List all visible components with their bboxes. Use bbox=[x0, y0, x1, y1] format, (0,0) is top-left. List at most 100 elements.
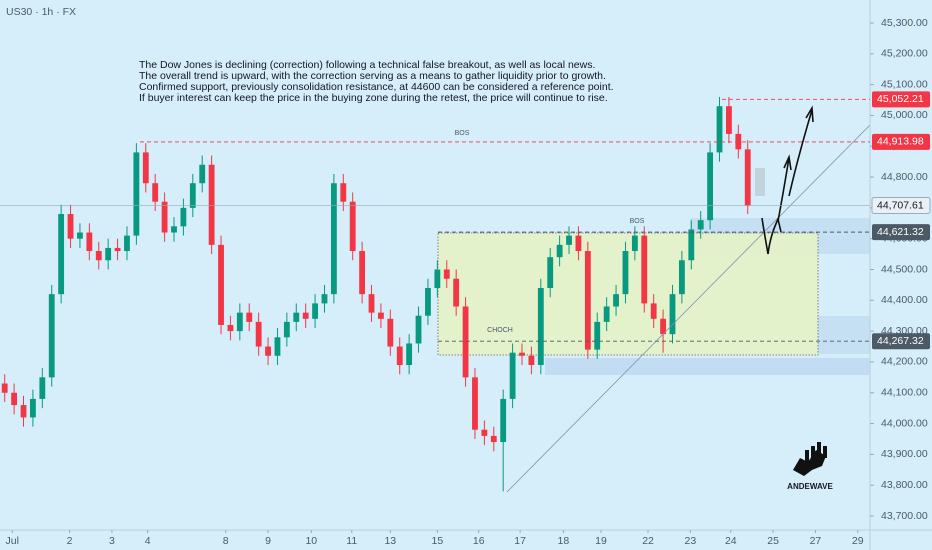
candle-body bbox=[519, 352, 525, 356]
y-tick-label: 44,000.00 bbox=[881, 417, 928, 429]
candle-body bbox=[302, 312, 309, 319]
candle-body bbox=[265, 346, 271, 356]
candle-body bbox=[537, 287, 544, 366]
candle-body bbox=[321, 294, 328, 304]
x-tick-label: 18 bbox=[558, 535, 570, 547]
choch-label: CHOCH bbox=[487, 327, 513, 334]
candle-body bbox=[142, 152, 149, 184]
candle-body bbox=[349, 201, 356, 252]
y-tick-label: 43,800.00 bbox=[881, 479, 928, 491]
annotation-line: The overall trend is upward, with the co… bbox=[139, 70, 606, 82]
trend-line bbox=[506, 124, 871, 493]
candle-body bbox=[396, 346, 403, 366]
candle-body bbox=[77, 232, 83, 239]
candle-body bbox=[716, 106, 723, 153]
last-price-tag bbox=[871, 197, 931, 215]
x-tick-label: 23 bbox=[685, 535, 697, 547]
candle-body bbox=[481, 429, 488, 436]
x-tick-label: 17 bbox=[514, 535, 526, 547]
x-tick-label: 11 bbox=[346, 535, 357, 547]
x-tick-label: 2 bbox=[67, 535, 73, 547]
candle-body bbox=[453, 278, 460, 307]
candle-body bbox=[443, 269, 450, 279]
candle-body bbox=[67, 214, 74, 239]
level-label: 44,267.32 bbox=[877, 335, 924, 347]
candle-body bbox=[274, 337, 281, 356]
liquidity-zone bbox=[545, 358, 870, 375]
x-tick-label: 29 bbox=[852, 535, 864, 547]
candle-body bbox=[566, 235, 572, 245]
candle-body bbox=[39, 377, 46, 399]
candle-body bbox=[603, 306, 610, 322]
candle-body bbox=[236, 312, 243, 332]
y-tick-label: 43,900.00 bbox=[881, 448, 928, 460]
y-tick-label: 44,800.00 bbox=[881, 171, 928, 183]
level-tag bbox=[872, 91, 930, 108]
level-label: 45,052.21 bbox=[877, 93, 924, 105]
liquidity-zone bbox=[755, 168, 765, 196]
y-tick-label: 45,100.00 bbox=[881, 78, 928, 90]
y-tick-label: 45,300.00 bbox=[881, 17, 928, 29]
candle-body bbox=[312, 303, 318, 319]
candle-body bbox=[133, 152, 140, 236]
candle-body bbox=[697, 220, 704, 230]
x-tick-label: 15 bbox=[432, 535, 444, 547]
candle-body bbox=[415, 315, 422, 344]
candle-body bbox=[641, 235, 648, 304]
candle-body bbox=[161, 201, 168, 233]
candle-body bbox=[227, 324, 234, 332]
level-label: 44,621.32 bbox=[877, 226, 924, 238]
y-tick-label: 44,500.00 bbox=[881, 263, 928, 275]
candle-body bbox=[58, 214, 65, 295]
level-label: 44,913.98 bbox=[877, 136, 924, 148]
candle-body bbox=[678, 260, 685, 295]
candle-body bbox=[707, 152, 714, 221]
candle-body bbox=[387, 318, 394, 347]
candle-body bbox=[575, 235, 582, 252]
candle-body bbox=[490, 435, 497, 443]
candle-body bbox=[359, 251, 366, 295]
candle-body bbox=[218, 244, 224, 325]
candle-body bbox=[189, 183, 196, 208]
y-tick-label: 44,400.00 bbox=[881, 294, 928, 306]
candle-body bbox=[660, 318, 666, 335]
candle-body bbox=[180, 207, 187, 227]
candle-body bbox=[368, 294, 375, 313]
candle-body bbox=[726, 106, 732, 134]
candle-body bbox=[434, 269, 441, 288]
candle-body bbox=[509, 352, 516, 399]
candle-body bbox=[283, 321, 290, 338]
candle-body bbox=[378, 312, 384, 319]
x-tick-label: 9 bbox=[265, 535, 271, 547]
candle-body bbox=[255, 321, 262, 347]
level-tag bbox=[872, 333, 930, 350]
x-tick-label: 19 bbox=[595, 535, 607, 547]
brand: ANDEWAVE bbox=[787, 482, 833, 491]
candle-body bbox=[472, 377, 478, 430]
candle-body bbox=[556, 244, 563, 258]
candle-body bbox=[650, 303, 657, 319]
brand-logo bbox=[793, 442, 827, 476]
x-tick-label: 22 bbox=[642, 535, 654, 547]
y-tick-label: 45,200.00 bbox=[881, 48, 928, 60]
candle-body bbox=[20, 405, 27, 418]
symbol: US30 · 1h · FX bbox=[6, 6, 76, 18]
candle-body bbox=[547, 257, 554, 288]
x-tick-label: 10 bbox=[305, 535, 317, 547]
x-tick-label: 24 bbox=[725, 535, 737, 547]
annotation-line: If buyer interest can keep the price in … bbox=[139, 92, 608, 104]
candle-body bbox=[462, 306, 469, 378]
candle-body bbox=[330, 183, 337, 295]
candle-body bbox=[584, 251, 591, 350]
y-tick-label: 44,200.00 bbox=[881, 356, 928, 368]
candle-body bbox=[11, 392, 18, 406]
liquidity-zone bbox=[818, 316, 870, 354]
candle-body bbox=[613, 294, 619, 307]
candle-body bbox=[86, 232, 93, 252]
y-tick-label: 45,000.00 bbox=[881, 109, 928, 121]
candle-body bbox=[152, 183, 159, 202]
candle-body bbox=[528, 355, 535, 366]
x-tick-label: Jul bbox=[6, 535, 19, 547]
candle-body bbox=[406, 343, 413, 366]
